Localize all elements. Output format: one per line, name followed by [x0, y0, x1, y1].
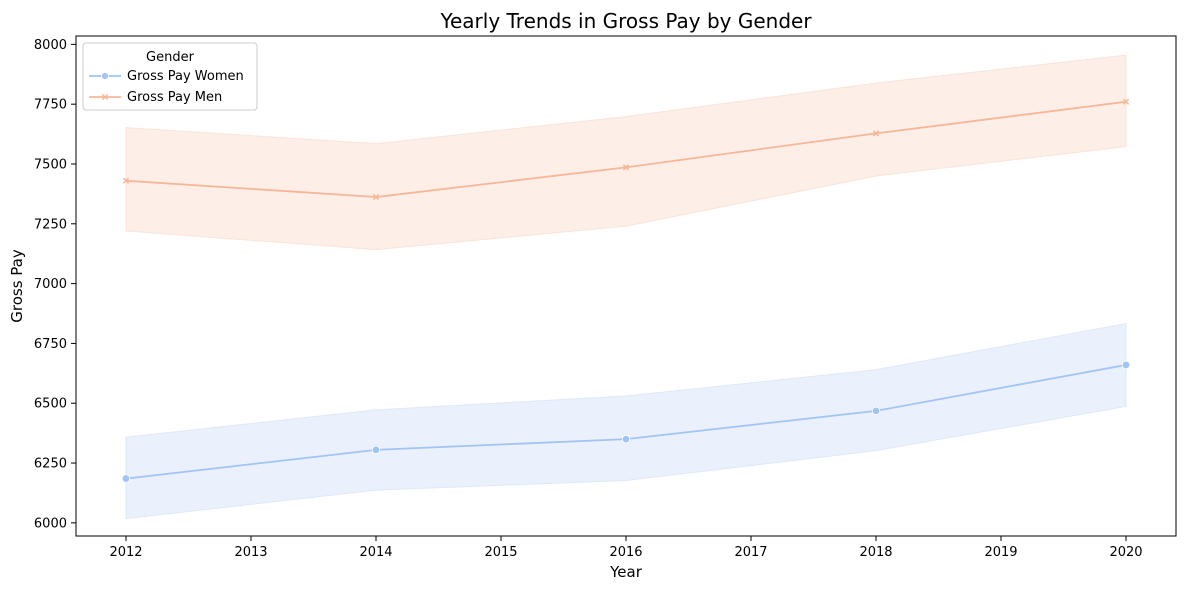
y-tick-label-8000: 8000	[34, 38, 67, 53]
point-gross-pay-women-2012	[121, 474, 131, 483]
x-tick-label-2014: 2014	[359, 545, 392, 560]
y-axis-title: Gross Pay	[8, 249, 26, 323]
x-tick-label-2016: 2016	[609, 545, 642, 560]
legend-label-men: Gross Pay Men	[127, 90, 222, 105]
x-tick-label-2013: 2013	[234, 545, 267, 560]
x-axis-ticks: 2012 2013 2014 2015 2016 2017 2018 2019 2020	[109, 536, 1143, 560]
point-gross-pay-women-2014	[371, 445, 381, 455]
x-axis-title: Year	[609, 563, 643, 581]
x-tick-label-2017: 2017	[734, 545, 767, 560]
y-tick-label-7250: 7250	[34, 217, 67, 232]
chart-title: Yearly Trends in Gross Pay by Gender	[439, 9, 812, 33]
point-gross-pay-women-2016	[621, 434, 631, 444]
ci-band-gross-pay-men	[125, 54, 1127, 251]
legend-x-marker-men	[101, 93, 109, 101]
y-tick-label-7000: 7000	[34, 277, 67, 292]
series-markers	[121, 98, 1131, 483]
y-tick-label-6750: 6750	[34, 337, 67, 352]
x-tick-label-2018: 2018	[859, 545, 892, 560]
point-gross-pay-women-2020	[1121, 360, 1131, 370]
point-gross-pay-men-2018	[872, 130, 880, 137]
point-gross-pay-men-2012	[122, 177, 130, 184]
point-gross-pay-men-2020	[1122, 98, 1130, 105]
x-tick-label-2015: 2015	[484, 545, 517, 560]
y-tick-label-6500: 6500	[34, 397, 67, 412]
y-tick-label-6250: 6250	[34, 457, 67, 472]
point-gross-pay-men-2016	[622, 164, 630, 171]
legend-marker-women	[101, 72, 109, 80]
point-gross-pay-men-2014	[372, 193, 380, 201]
y-tick-label-6000: 6000	[34, 516, 67, 531]
y-tick-label-7750: 7750	[34, 98, 67, 113]
legend-box	[82, 42, 258, 111]
point-gross-pay-women-2018	[871, 406, 881, 416]
y-axis-ticks: 6000 6250 6500 6750 7000 7250 7500 7750 8000	[34, 38, 76, 531]
ci-band-gross-pay-women	[125, 322, 1127, 520]
x-tick-label-2020: 2020	[1109, 545, 1142, 560]
legend: Gender Gross Pay Women Gross Pay Men	[82, 42, 258, 111]
legend-label-women: Gross Pay Women	[127, 69, 244, 84]
legend-marker-men	[101, 93, 109, 101]
x-tick-label-2019: 2019	[984, 545, 1017, 560]
y-tick-label-7500: 7500	[34, 157, 67, 172]
legend-title: Gender	[146, 50, 195, 65]
x-tick-label-2012: 2012	[109, 545, 142, 560]
confidence-bands	[125, 54, 1127, 520]
